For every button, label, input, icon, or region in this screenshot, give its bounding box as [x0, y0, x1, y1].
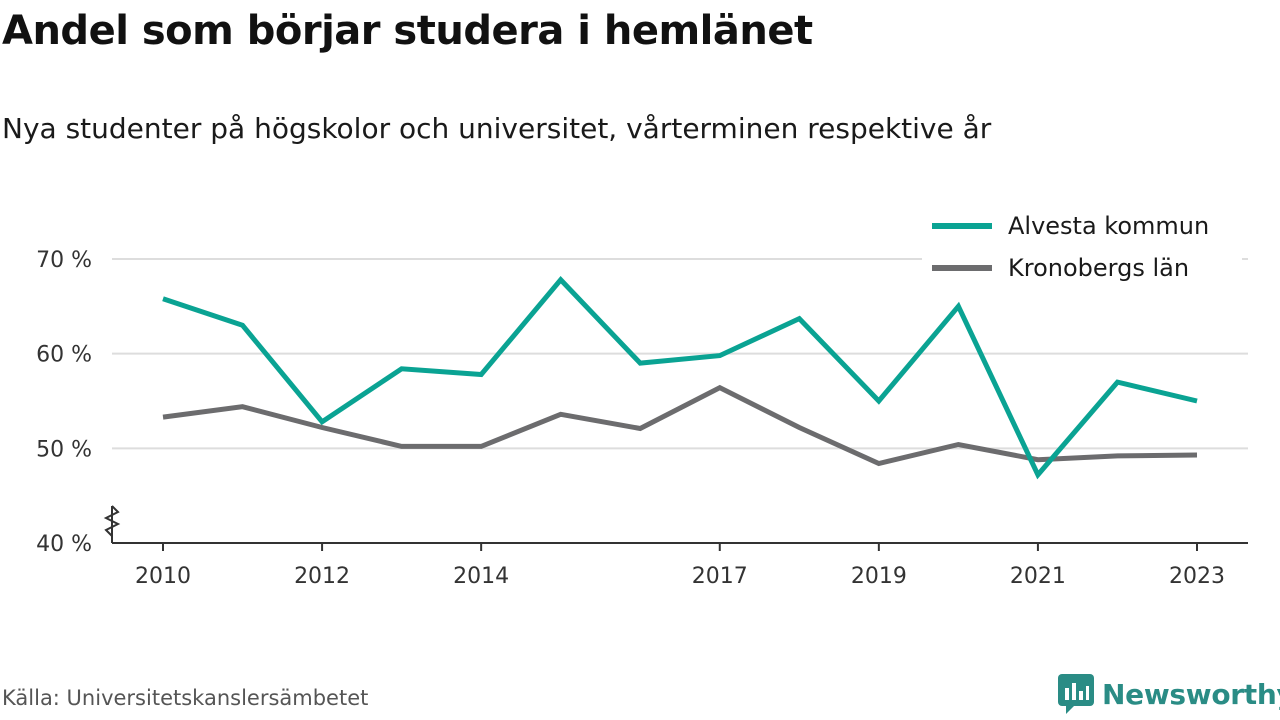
y-tick-label: 60 %	[36, 343, 92, 368]
x-tick-label: 2023	[1169, 564, 1225, 589]
chart-title: Andel som börjar studera i hemlänet	[2, 8, 813, 54]
x-tick-label: 2021	[1010, 564, 1066, 589]
x-tick-label: 2012	[294, 564, 350, 589]
x-tick-label: 2019	[851, 564, 907, 589]
x-tick-label: 2017	[692, 564, 748, 589]
y-tick-label: 70 %	[36, 248, 92, 273]
brand-name: Newsworthy	[1102, 677, 1280, 711]
legend-label: Alvesta kommun	[1008, 212, 1209, 240]
series-lines	[162, 276, 1198, 480]
source-note: Källa: Universitetskanslersämbetet	[2, 686, 369, 710]
y-tick-label: 40 %	[36, 532, 92, 557]
newsworthy-logo-icon	[1058, 674, 1094, 714]
brand-logo: Newsworthy	[1058, 672, 1280, 716]
x-tick-label: 2010	[135, 564, 191, 589]
chart-subtitle: Nya studenter på högskolor och universit…	[2, 112, 992, 145]
legend-background	[922, 204, 1242, 296]
legend: Alvesta kommun Kronobergs län	[922, 204, 1242, 296]
y-tick-label: 50 %	[36, 437, 92, 462]
line-chart: 40 % 50 % 60 % 70 % 2010 2012 2014 2017 2019 2021…	[36, 204, 1248, 589]
axis-break-icon	[103, 505, 121, 537]
series-line-kronoberg	[162, 384, 1198, 467]
legend-label: Kronobergs län	[1008, 254, 1189, 282]
axes: 40 % 50 % 60 % 70 % 2010 2012 2014 2017 2019 2021…	[36, 248, 1248, 589]
series-line-alvesta	[162, 276, 1198, 480]
x-tick-label: 2014	[453, 564, 509, 589]
